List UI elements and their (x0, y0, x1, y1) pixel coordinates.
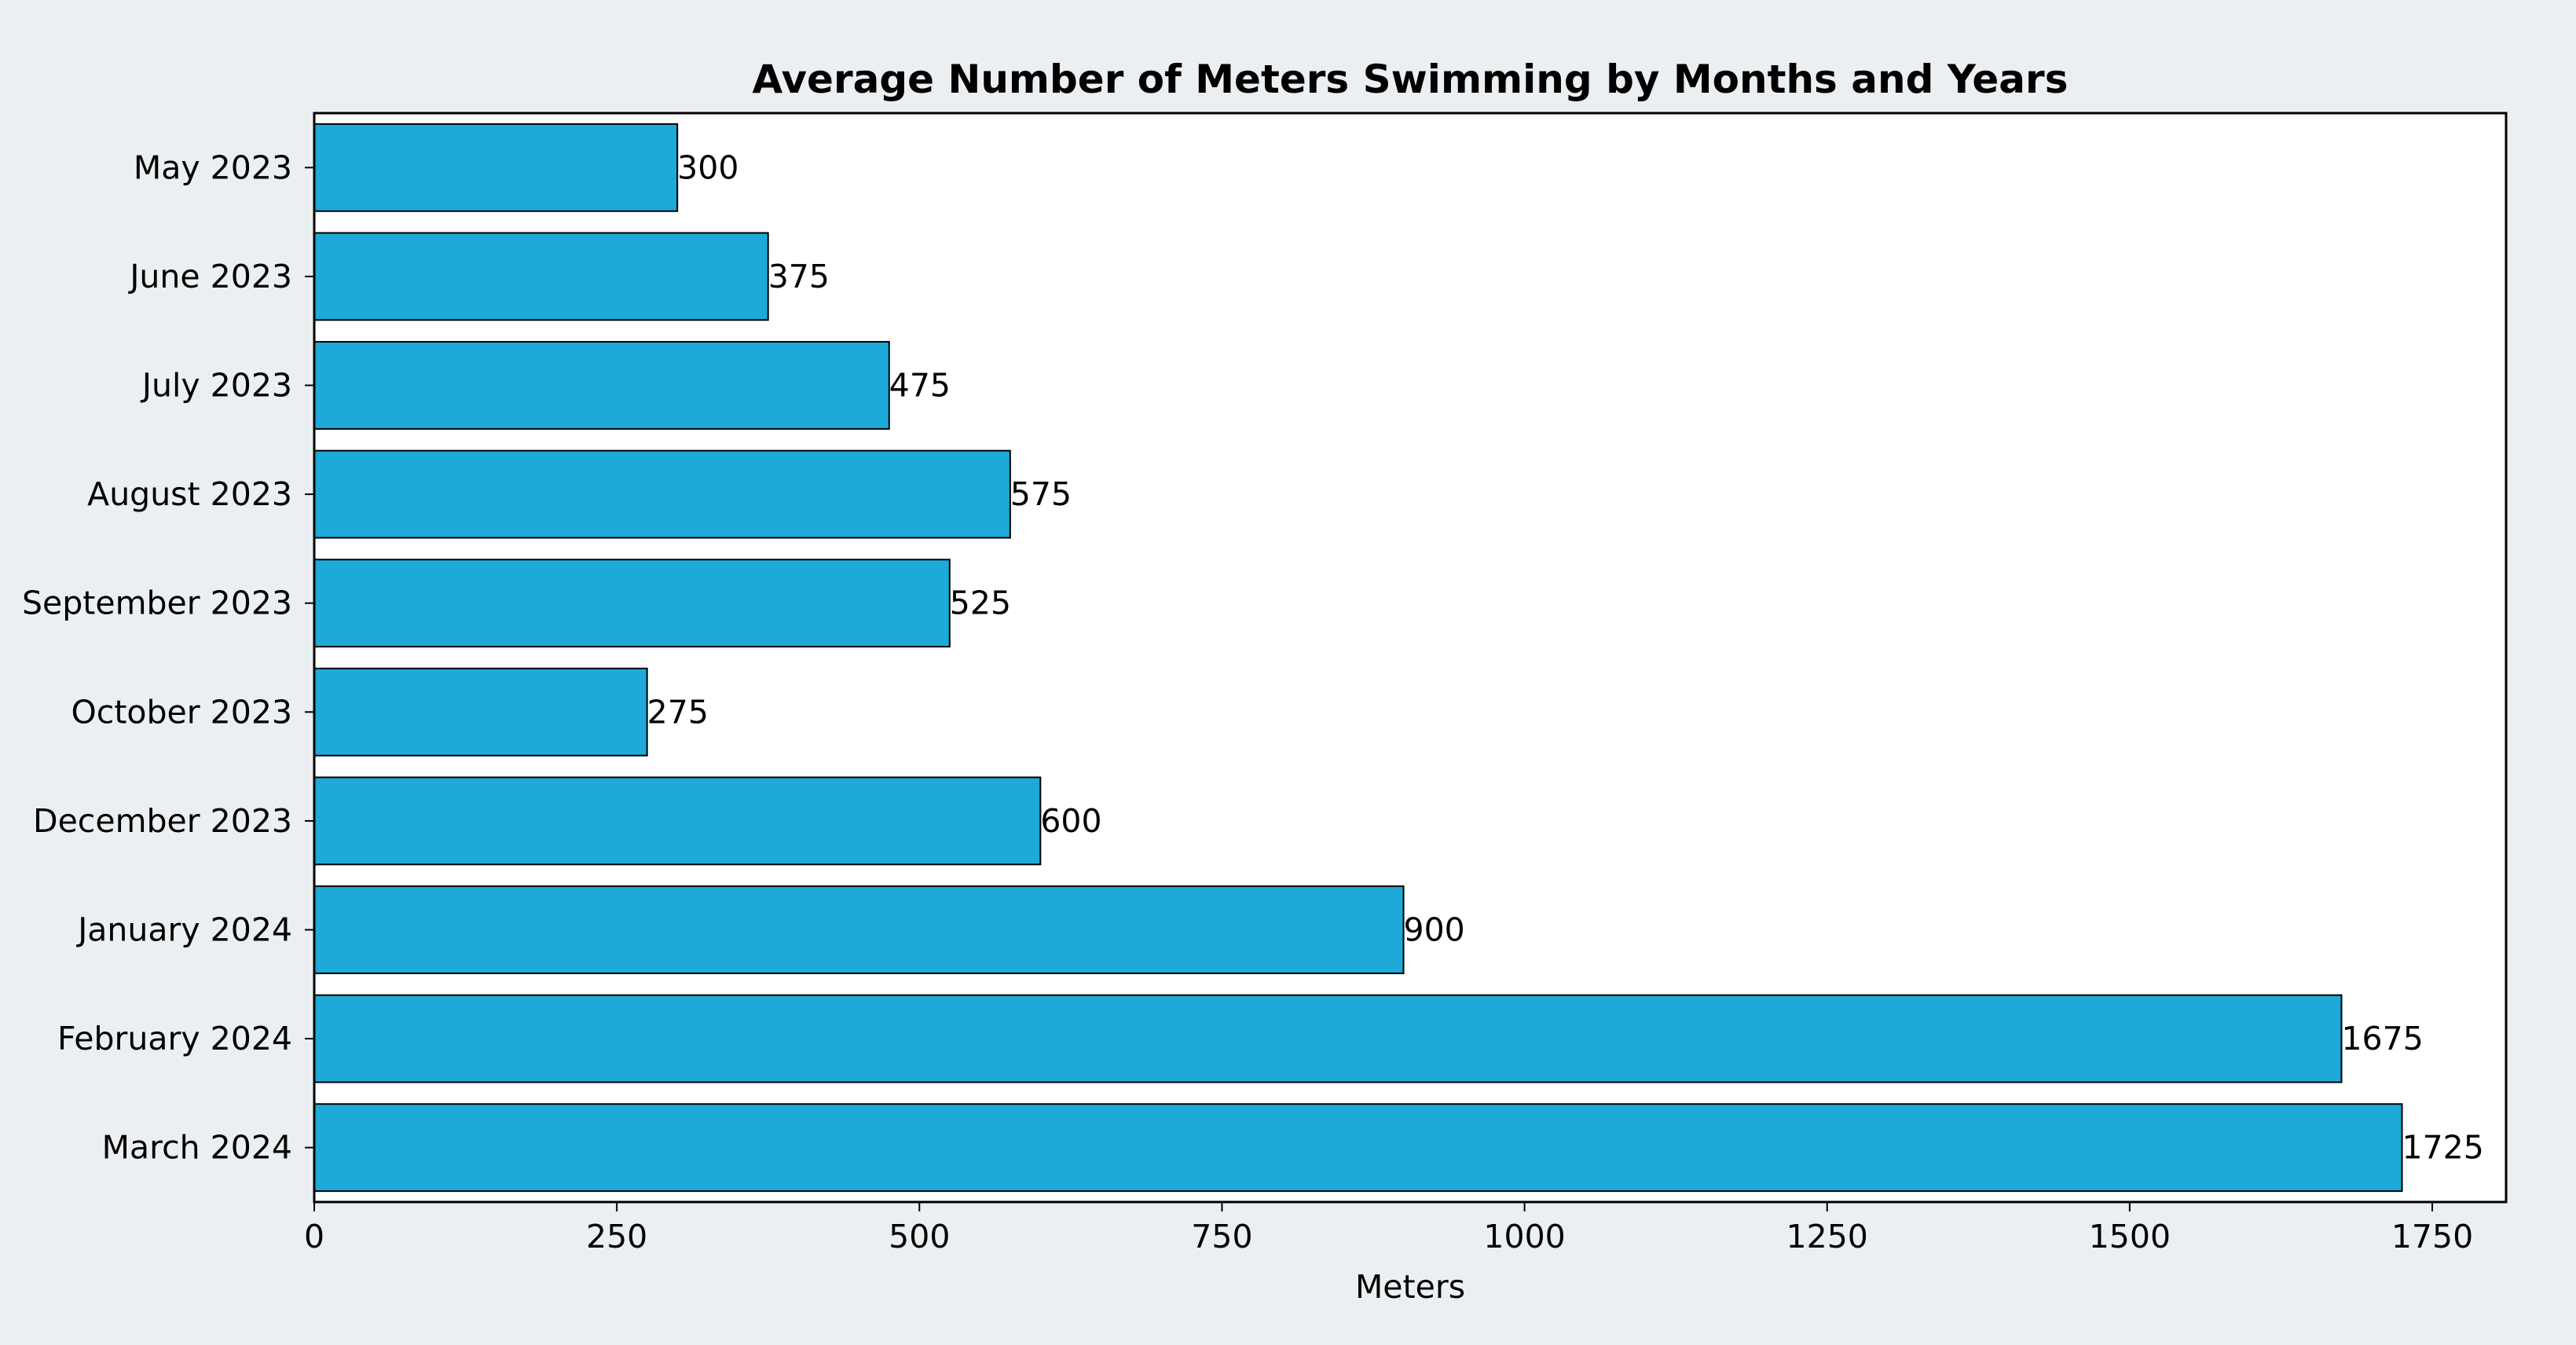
plot-frame (313, 112, 2508, 1204)
chart-title: Average Number of Meters Swimming by Mon… (753, 57, 2068, 102)
x-tick-label: 1750 (2391, 1218, 2473, 1255)
bar-value-label: 300 (677, 148, 738, 186)
bars-group (313, 123, 2403, 1193)
bar (313, 776, 1042, 866)
bar-value-label: 575 (1010, 475, 1072, 513)
x-tick-label: 750 (1191, 1218, 1252, 1255)
y-tick-label: February 2024 (57, 1020, 292, 1057)
y-tick-label: September 2023 (22, 585, 292, 622)
y-tick-label: March 2024 (102, 1129, 292, 1167)
bar-value-label: 900 (1404, 911, 1465, 949)
y-tick-label: July 2023 (140, 367, 292, 405)
x-tick-label: 0 (304, 1218, 324, 1255)
bar (313, 994, 2343, 1083)
x-tick-label: 500 (889, 1218, 950, 1255)
bar (313, 559, 951, 648)
bar-value-label: 475 (889, 367, 951, 405)
x-tick-label: 250 (586, 1218, 647, 1255)
x-axis-label: Meters (1355, 1268, 1465, 1306)
bar-value-label: 275 (647, 693, 709, 731)
y-tick-label: August 2023 (87, 475, 292, 513)
x-axis: 0 250 500 750 1000 1250 1500 1750 (304, 1202, 2473, 1255)
bar (313, 232, 769, 321)
bar (313, 341, 890, 430)
bar (313, 123, 679, 212)
bar-value-label: 375 (768, 258, 830, 295)
y-tick-label: December 2023 (33, 802, 292, 840)
x-tick-label: 1250 (1786, 1218, 1868, 1255)
x-tick-label: 1000 (1483, 1218, 1565, 1255)
bar (313, 1103, 2403, 1193)
bar (313, 667, 648, 757)
bar-value-label: 1725 (2402, 1129, 2484, 1167)
y-tick-label: October 2023 (71, 693, 292, 731)
bar-value-label: 600 (1040, 802, 1101, 840)
bar-value-label: 1675 (2341, 1020, 2423, 1057)
value-labels-group: 300 375 475 575 525 275 600 900 1675 1725 (647, 148, 2484, 1166)
y-tick-label: January 2024 (75, 911, 292, 949)
y-tick-label: June 2023 (127, 258, 292, 295)
bar (313, 449, 1011, 539)
bar (313, 885, 1405, 974)
x-tick-label: 1500 (2089, 1218, 2171, 1255)
y-axis: May 2023 June 2023 July 2023 August 2023 Sep… (22, 148, 314, 1167)
bar-value-label: 525 (950, 585, 1011, 622)
y-tick-label: May 2023 (134, 148, 292, 186)
